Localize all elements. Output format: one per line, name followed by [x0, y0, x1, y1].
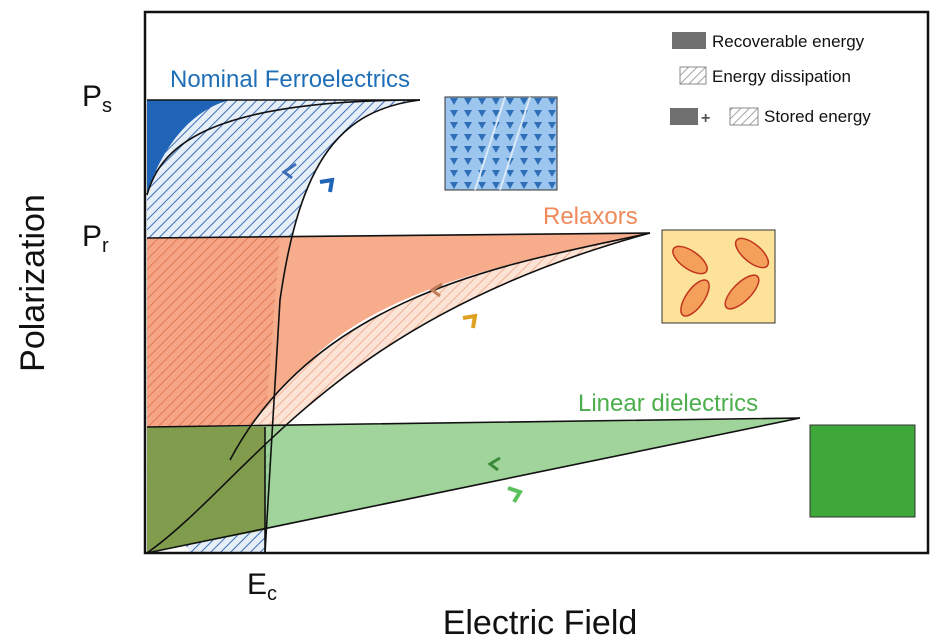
arrow	[320, 180, 332, 192]
curve-label: Nominal Ferroelectrics	[170, 66, 410, 93]
legend-swatch	[730, 108, 758, 125]
legend-swatch	[672, 32, 706, 49]
legend-label: Stored energy	[764, 107, 871, 126]
legend-swatch	[680, 67, 706, 84]
plot	[145, 12, 928, 553]
linear-inset	[810, 425, 915, 517]
x-axis-label: Electric Field	[443, 604, 638, 641]
curve-label: Linear dielectrics	[578, 390, 758, 417]
svg-text:+: +	[701, 110, 710, 127]
legend-label: Recoverable energy	[712, 32, 865, 51]
page: {"axes": {"y_label": "Polarization", "x_…	[0, 0, 931, 641]
legend-swatch	[670, 108, 698, 125]
relaxor-dissipation	[147, 238, 280, 427]
axis-mark: Ps	[82, 80, 112, 117]
axis-mark: Pr	[82, 220, 109, 257]
arrow	[463, 316, 475, 328]
axis-mark: Ec	[247, 568, 277, 605]
legend: Recoverable energy Energy dissipation + …	[670, 32, 871, 127]
diagram: Recoverable energy Energy dissipation + …	[0, 0, 931, 641]
legend-label: Energy dissipation	[712, 67, 851, 86]
y-axis-label: Polarization	[14, 194, 52, 372]
arrow	[508, 488, 520, 502]
curve-label: Relaxors	[543, 203, 638, 230]
